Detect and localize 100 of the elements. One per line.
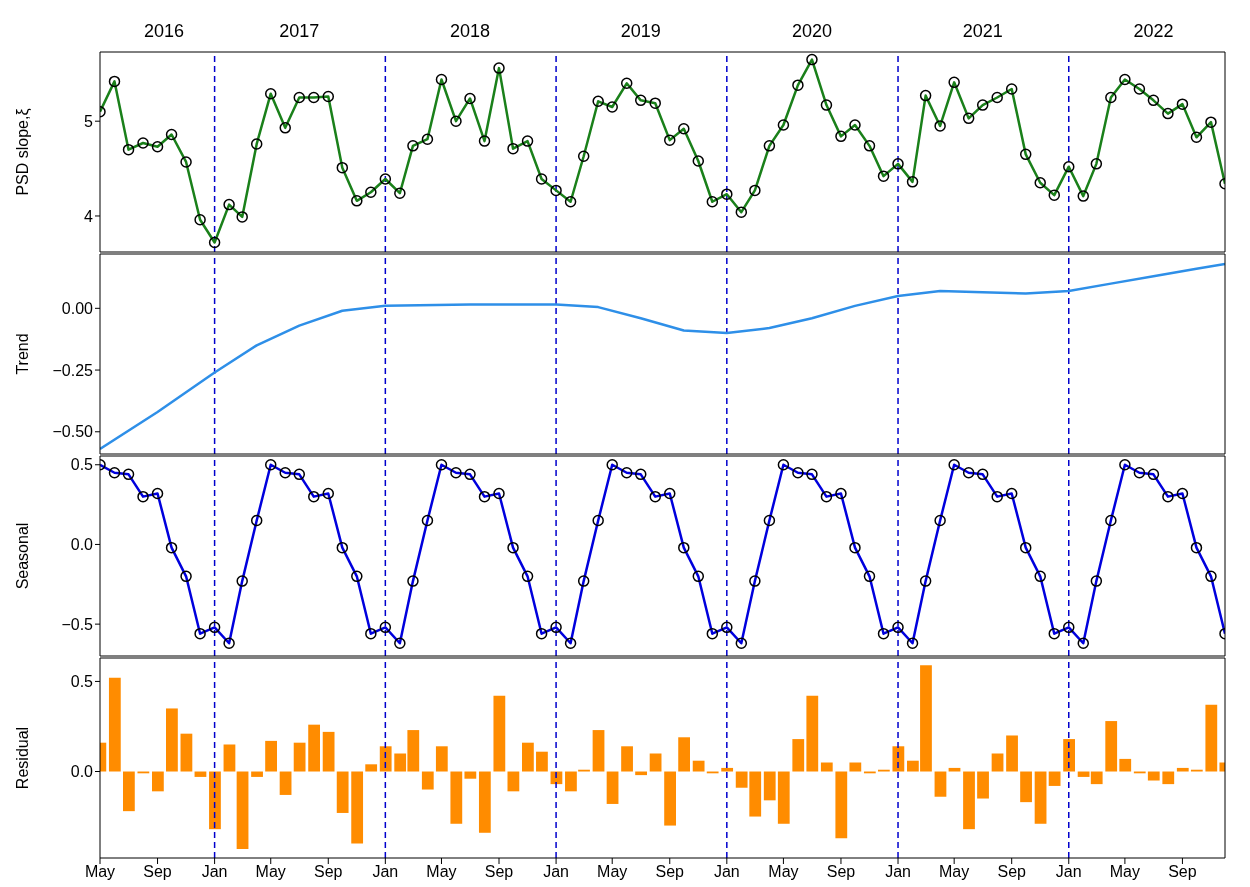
x2-tick-label: 2018 (449, 21, 491, 41)
y-tick-label: 0.5 (70, 456, 94, 474)
bar (251, 771, 263, 777)
y-tick-label: 0.0 (70, 763, 94, 781)
bar (820, 762, 833, 772)
bar (1105, 721, 1118, 772)
bar (421, 771, 434, 790)
bar (536, 751, 548, 772)
x-tick-label: May (255, 863, 286, 881)
bar (806, 695, 819, 772)
y-axis-title: PSD slope,ξ (13, 108, 32, 196)
x-tick-label: Jan (713, 863, 740, 881)
x-tick-label: Sep (826, 863, 856, 881)
bar (450, 771, 463, 824)
bar (435, 746, 448, 772)
bar (1147, 771, 1160, 781)
bar (763, 771, 776, 801)
bar (151, 771, 164, 792)
bar (777, 771, 790, 824)
x-tick-label: Jan (1055, 863, 1082, 881)
bar (849, 762, 862, 772)
bar (493, 695, 506, 772)
bar (1063, 739, 1075, 772)
bar (507, 771, 520, 792)
bar (279, 771, 292, 795)
x-tick-label: May (426, 863, 457, 881)
bar (606, 771, 619, 804)
y-axis-title: Seasonal (13, 522, 31, 590)
y-tick-label: 0.5 (70, 673, 94, 691)
bar (1006, 735, 1018, 772)
bar (1162, 771, 1175, 785)
x-tick-label: May (939, 863, 970, 881)
bar (963, 771, 975, 830)
line-series (100, 262, 1225, 451)
x-tick-label: May (597, 863, 628, 881)
bar (209, 771, 221, 830)
x2-tick-label: 2022 (1133, 21, 1174, 41)
bar (934, 771, 947, 797)
bar (948, 767, 961, 772)
x2-tick-label: 2017 (279, 21, 320, 41)
x-tick-label: Jan (543, 863, 569, 881)
bar (1176, 767, 1189, 772)
bar (223, 744, 236, 772)
bar (1020, 771, 1032, 803)
bar (108, 677, 121, 772)
x-tick-label: Sep (314, 863, 343, 881)
bar (236, 771, 249, 849)
bar (678, 737, 691, 772)
y-axis-title: Residual (13, 726, 31, 790)
bar (293, 742, 306, 772)
bar (122, 771, 135, 812)
bar (977, 771, 989, 799)
bar (1119, 758, 1132, 772)
y-tick-label: 0.0 (70, 536, 94, 554)
x-tick-label: May (1109, 863, 1141, 881)
x-tick-label: Sep (655, 863, 685, 881)
bar (351, 771, 364, 844)
bar (322, 731, 335, 772)
bar (565, 771, 577, 792)
x-tick-label: Jan (372, 863, 399, 881)
bar (166, 708, 178, 772)
x-tick-label: Sep (143, 863, 172, 881)
x-tick-label: Jan (885, 863, 911, 881)
bar (379, 746, 392, 772)
bar (1048, 771, 1061, 786)
bar (692, 760, 705, 772)
bar (835, 771, 848, 839)
bar (265, 740, 277, 772)
bar (336, 771, 349, 813)
x-tick-label: Jan (201, 863, 228, 881)
y-axis-title: Trend (13, 333, 31, 375)
y-tick-label: 5 (84, 112, 94, 130)
bar (180, 733, 193, 772)
x-tick-label: Sep (1168, 863, 1197, 881)
bar (522, 742, 534, 772)
y-tick-label: 4 (84, 207, 94, 225)
bar (592, 730, 605, 772)
bar (464, 771, 477, 779)
bar (1205, 704, 1218, 772)
bar (792, 739, 805, 772)
bar (991, 753, 1004, 772)
bar (478, 771, 491, 833)
bar (621, 746, 633, 772)
bar (721, 767, 734, 772)
x-tick-label: May (84, 863, 116, 881)
y-tick-label: −0.5 (61, 615, 94, 633)
x-tick-label: May (768, 863, 799, 881)
bar (1034, 771, 1047, 824)
bar (649, 753, 662, 772)
x-tick-label: Sep (997, 863, 1027, 881)
x2-tick-label: 2021 (962, 21, 1003, 41)
x-tick-label: Sep (484, 863, 514, 881)
y-tick-label: 0.00 (61, 300, 94, 317)
y-tick-label: −0.50 (52, 423, 94, 441)
x2-tick-label: 2019 (620, 21, 661, 41)
x2-tick-label: 2016 (144, 21, 185, 41)
bar (664, 771, 676, 826)
y-tick-label: −0.25 (52, 361, 94, 379)
x2-tick-label: 2020 (791, 21, 832, 41)
bar (308, 724, 321, 772)
